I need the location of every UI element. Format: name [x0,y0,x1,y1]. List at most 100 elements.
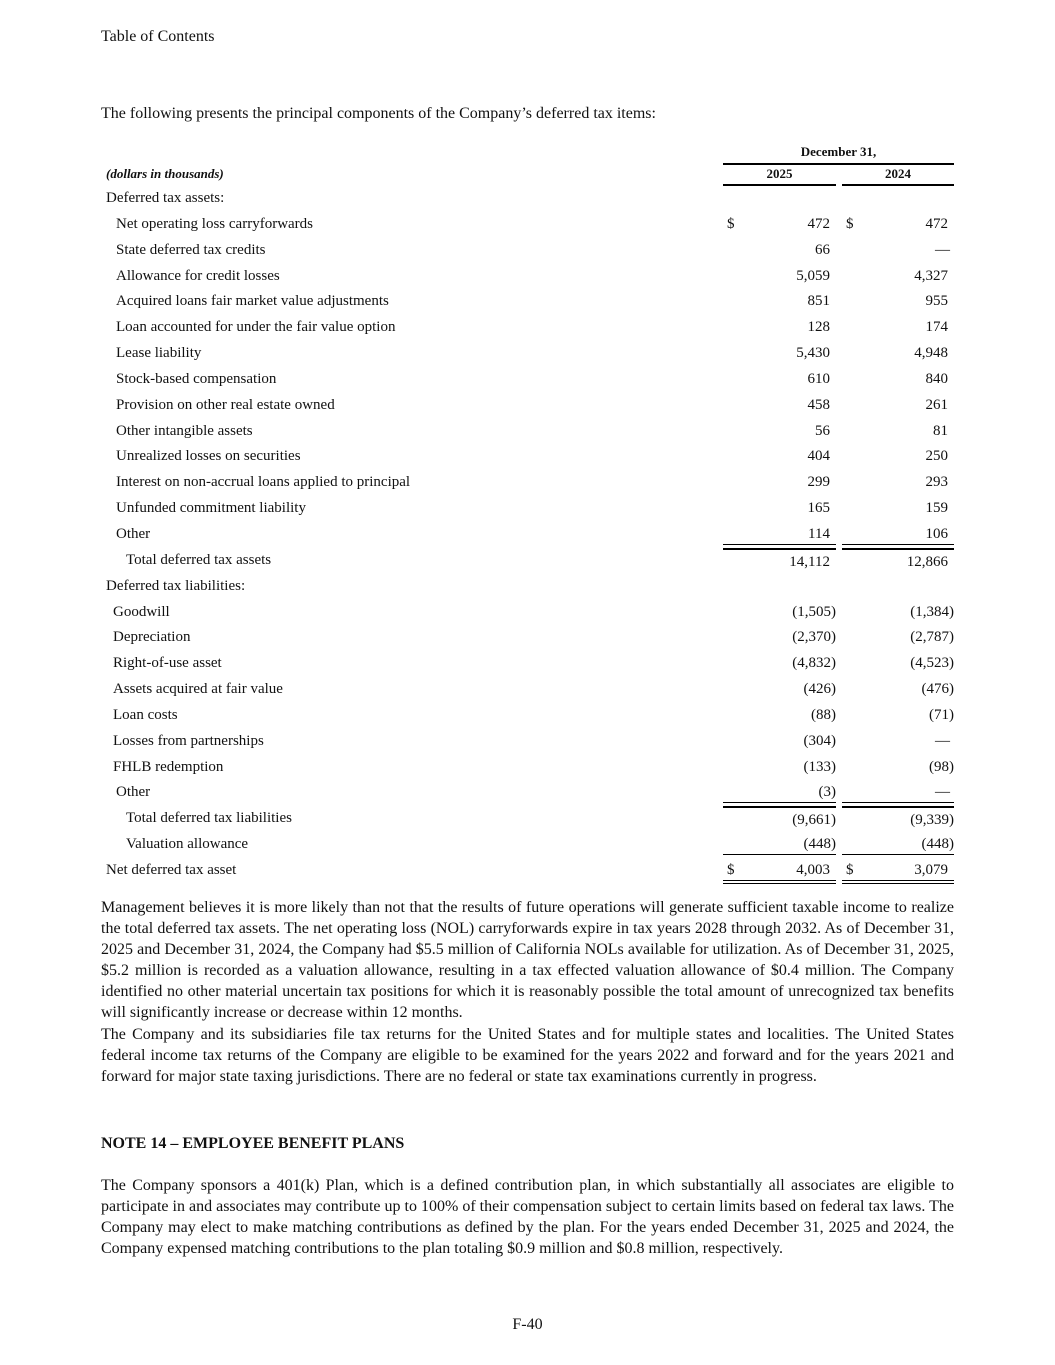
year-header-2025: 2025 [723,166,836,186]
value-cell-2024: (98) [842,755,954,777]
cell-value: (3) [818,784,837,801]
table-row: State deferred tax credits 66 — [0,238,1055,264]
cell-value: (304) [803,732,837,749]
cell-value: 4,003 [796,861,830,878]
value-cell-2025 [723,186,836,208]
deferred-tax-table: Deferred tax assets: Net operating loss c… [0,186,1055,884]
row-label: Allowance for credit losses [116,267,280,284]
row-label: Right-of-use asset [113,655,222,672]
table-row: Total deferred tax assets 14,112 12,866 [0,547,1055,574]
value-cell-2025: 165 [723,496,836,518]
cell-value: 293 [925,474,949,491]
value-cell-2024: (2,787) [842,625,954,647]
cell-value: 4,948 [914,345,948,362]
table-of-contents-link[interactable]: Table of Contents [101,28,215,45]
table-row: Valuation allowance (448) (448) [0,832,1055,858]
currency-symbol: $ [727,215,735,232]
cell-value: — [935,732,950,749]
value-cell-2024: 174 [842,315,954,337]
cell-value: (2,787) [910,629,954,646]
table-row: Acquired loans fair market value adjustm… [0,289,1055,315]
cell-value: 955 [925,293,949,310]
note-heading: NOTE 14 – EMPLOYEE BENEFIT PLANS [101,1135,405,1152]
row-label: Goodwill [113,603,170,620]
cell-value: 404 [807,448,831,465]
table-row: Assets acquired at fair value (426) (476) [0,677,1055,703]
value-cell-2024: 12,866 [842,547,954,572]
value-cell-2025: 114 [723,522,836,545]
table-row: Losses from partnerships (304) — [0,729,1055,755]
cell-value: 165 [807,500,831,517]
value-cell-2025: 404 [723,444,836,466]
cell-value: 81 [933,422,948,439]
table-row: Total deferred tax liabilities (9,661) (9,… [0,806,1055,832]
value-cell-2025: (4,832) [723,651,836,673]
value-cell-2025: (448) [723,832,836,856]
cell-value: 299 [807,474,831,491]
table-row: Deferred tax liabilities: [0,574,1055,600]
cell-value: 12,866 [906,553,948,570]
table-row: Stock-based compensation 610 840 [0,367,1055,393]
value-cell-2024: (448) [842,832,954,856]
value-cell-2024: (71) [842,703,954,725]
value-cell-2025 [723,574,836,596]
cell-value: 4,327 [914,267,948,284]
table-row: Provision on other real estate owned 458 2… [0,393,1055,419]
table-row: Loan costs (88) (71) [0,703,1055,729]
value-cell-2024: — [842,780,954,804]
value-cell-2024: — [842,729,954,751]
value-cell-2025: 5,430 [723,341,836,363]
value-cell-2024 [842,574,954,596]
table-row: Net deferred tax asset $4,003 $3,079 [0,858,1055,884]
row-label: Stock-based compensation [116,370,277,387]
currency-symbol: $ [727,861,735,878]
value-cell-2024: 955 [842,289,954,311]
value-cell-2025: (9,661) [723,806,836,830]
value-cell-2024: 4,327 [842,264,954,286]
table-row: Net operating loss carryforwards $472 $472 [0,212,1055,238]
value-cell-2025: 14,112 [723,547,836,572]
row-label: Other [116,784,151,801]
cell-value: (476) [921,681,955,698]
row-label: Loan accounted for under the fair value … [116,319,396,336]
table-row: Lease liability 5,430 4,948 [0,341,1055,367]
value-cell-2024: (9,339) [842,806,954,830]
value-cell-2025: 610 [723,367,836,389]
cell-value: — [935,784,950,801]
value-cell-2025: (426) [723,677,837,699]
cell-value: (9,339) [910,812,954,829]
value-cell-2024: 106 [842,522,954,545]
cell-value: 5,430 [796,345,830,362]
row-label: Total deferred tax assets [126,551,272,568]
row-label: Acquired loans fair market value adjustm… [116,293,389,310]
cell-value: 250 [925,448,949,465]
cell-value: 472 [925,215,949,232]
period-header: December 31, [723,144,954,165]
value-cell-2025: 458 [723,393,836,415]
table-row: Right-of-use asset (4,832) (4,523) [0,651,1055,677]
table-row: Depreciation (2,370) (2,787) [0,625,1055,651]
row-label: FHLB redemption [113,758,224,775]
cell-value: 851 [807,293,831,310]
cell-value: 56 [815,422,830,439]
value-cell-2025: 851 [723,289,836,311]
value-cell-2024: 81 [842,419,954,441]
cell-value: — [935,241,950,258]
cell-value: (9,661) [792,812,836,829]
table-row: Deferred tax assets: [0,186,1055,212]
cell-value: 174 [925,319,949,336]
value-cell-2024: $472 [842,212,954,234]
value-cell-2024: $3,079 [842,858,954,884]
row-label: Other [116,525,151,542]
cell-value: 610 [807,370,831,387]
cell-value: 14,112 [789,553,830,570]
cell-value: (1,505) [792,603,836,620]
row-label: Unrealized losses on securities [116,448,301,465]
page-number: F-40 [512,1316,543,1333]
value-cell-2024: (1,384) [842,600,954,622]
row-label: Net deferred tax asset [106,861,237,878]
cell-value: 458 [807,396,831,413]
cell-value: 3,079 [914,861,948,878]
row-label: State deferred tax credits [116,241,266,258]
cell-value: (133) [803,758,837,775]
